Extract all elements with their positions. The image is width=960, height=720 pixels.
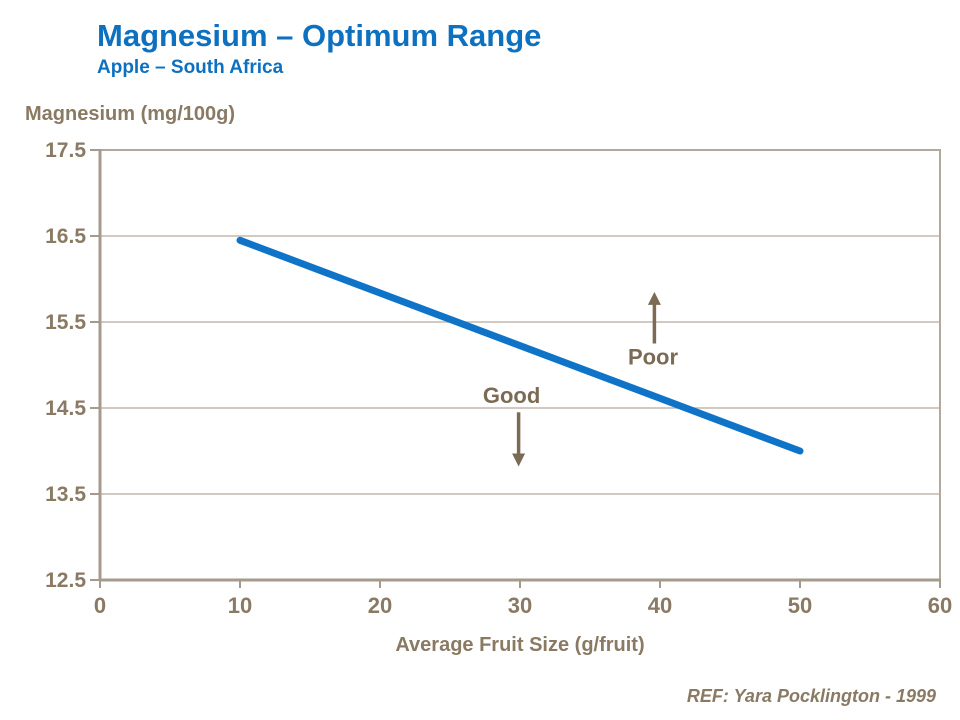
x-tick-label: 50 [788,593,812,618]
y-tick-label: 12.5 [45,569,86,592]
x-tick-label: 40 [648,593,672,618]
x-tick-label: 60 [928,593,952,618]
x-tick-label: 30 [508,593,532,618]
annotation-label-poor: Poor [628,344,679,369]
y-axis-title: Magnesium (mg/100g) [25,103,236,125]
x-axis-title: Average Fruit Size (g/fruit) [395,634,645,656]
reference-text: REF: Yara Pocklington - 1999 [686,686,936,706]
plot-border [99,149,941,581]
x-tick-label: 10 [228,593,252,618]
annotation-arrow-head-poor [647,291,661,305]
optimum-magnesium-line [236,236,804,455]
page-title: Magnesium – Optimum Range [97,18,542,53]
y-tick-label: 16.5 [45,225,86,248]
y-tick-label: 13.5 [45,483,86,506]
y-tick-label: 14.5 [45,397,86,420]
x-tick-label: 20 [368,593,392,618]
annotation-label-good: Good [483,383,540,408]
y-tick-label: 15.5 [45,311,86,334]
page-subtitle: Apple – South Africa [97,57,284,78]
y-tick-label: 17.5 [45,139,86,162]
x-tick-label: 0 [94,593,106,618]
annotation-arrow-head-good [512,453,526,467]
